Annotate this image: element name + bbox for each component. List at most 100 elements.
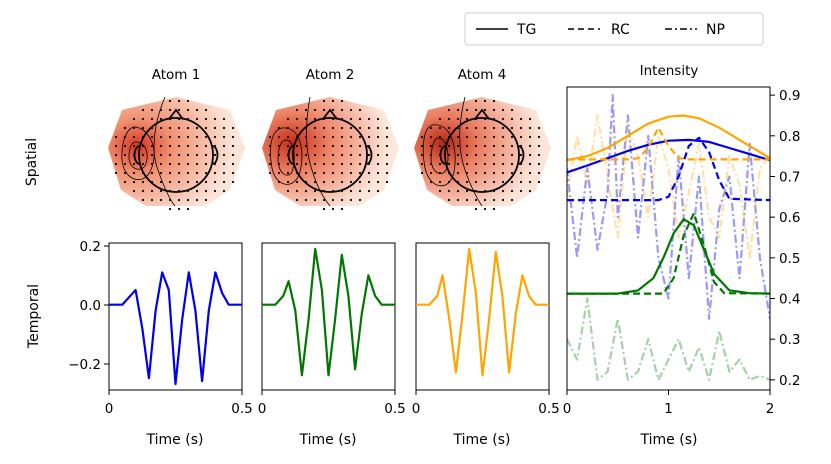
sensor-dot xyxy=(358,117,362,121)
sensor-dot xyxy=(204,126,208,130)
sensor-dot xyxy=(456,198,460,202)
sensor-dot xyxy=(295,198,299,202)
nose-icon xyxy=(168,108,184,120)
sensor-dot xyxy=(295,126,299,130)
sensor-dot xyxy=(132,180,136,184)
y-tick-label: 0.8 xyxy=(779,129,800,145)
sensor-dot xyxy=(492,171,496,175)
sensor-dot xyxy=(519,135,523,139)
sensor-dot xyxy=(340,189,344,193)
sensor-dot xyxy=(114,135,118,139)
intensity-series-line xyxy=(567,138,770,174)
sensor-dot xyxy=(358,126,362,130)
sensor-dot xyxy=(358,153,362,157)
sensor-dot xyxy=(123,144,127,148)
sensor-dot xyxy=(186,126,190,130)
sensor-dot xyxy=(204,144,208,148)
sensor-dot xyxy=(519,162,523,166)
sensor-dot xyxy=(177,171,181,175)
sensor-dot xyxy=(447,135,451,139)
sensor-dot xyxy=(322,108,326,112)
sensor-dot xyxy=(474,207,478,211)
sensor-dot xyxy=(331,144,335,148)
sensor-dot xyxy=(204,117,208,121)
x-axis-label: Time (s) xyxy=(453,432,511,448)
sensor-dot xyxy=(510,198,514,202)
sensor-dot xyxy=(177,126,181,130)
sensor-dot xyxy=(501,126,505,130)
intensity-series-line xyxy=(567,297,770,381)
sensor-dot xyxy=(168,117,172,121)
legend-label-np: NP xyxy=(706,22,725,38)
sensor-dot xyxy=(367,180,371,184)
sensor-dot xyxy=(123,162,127,166)
sensor-dot xyxy=(465,108,469,112)
sensor-dot xyxy=(537,144,541,148)
sensor-dot xyxy=(501,144,505,148)
sensor-dot xyxy=(204,198,208,202)
sensor-dot xyxy=(456,135,460,139)
head-outline xyxy=(292,117,368,193)
sensor-dot xyxy=(141,117,145,121)
topomap-field xyxy=(262,97,399,206)
sensor-dot xyxy=(474,180,478,184)
sensor-dot xyxy=(313,135,317,139)
sensor-dots xyxy=(420,99,541,211)
sensor-dot xyxy=(465,198,469,202)
sensor-dot xyxy=(528,153,532,157)
sensor-dot xyxy=(519,180,523,184)
sensor-dot xyxy=(186,207,190,211)
sensor-dot xyxy=(376,126,380,130)
intensity-series-line xyxy=(567,114,770,259)
sensor-dot xyxy=(465,171,469,175)
sensor-dot xyxy=(340,171,344,175)
sensor-dot xyxy=(186,189,190,193)
sensor-dot xyxy=(492,135,496,139)
sensor-dot xyxy=(123,153,127,157)
sensor-dot xyxy=(141,198,145,202)
sensor-dot xyxy=(331,207,335,211)
sensor-dot xyxy=(195,171,199,175)
sensor-dot xyxy=(159,198,163,202)
sensor-dot xyxy=(510,135,514,139)
sensor-dot xyxy=(123,135,127,139)
topomap-contour xyxy=(430,137,449,174)
sensor-dot xyxy=(340,135,344,139)
sensor-dot xyxy=(322,135,326,139)
sensor-dot xyxy=(304,189,308,193)
sensor-dot xyxy=(204,153,208,157)
sensor-dot xyxy=(295,171,299,175)
sensor-dot xyxy=(501,117,505,121)
sensor-dot xyxy=(528,144,532,148)
sensor-dot xyxy=(358,180,362,184)
sensor-dot xyxy=(322,198,326,202)
sensor-dot xyxy=(483,108,487,112)
sensor-dot xyxy=(367,117,371,121)
sensor-dot xyxy=(340,162,344,166)
axes-frame xyxy=(261,242,396,391)
sensor-dot xyxy=(447,117,451,121)
sensor-dot xyxy=(501,198,505,202)
sensor-dot xyxy=(510,162,514,166)
temporal-panel-atom-2: 0 0.5 Time (s) xyxy=(258,242,406,448)
sensor-dot xyxy=(168,162,172,166)
sensor-dot xyxy=(510,189,514,193)
intensity-panel: Intensity 0.2 0.3 0.4 0.5 0.6 0.7 0.8 0.9 0 1 2… xyxy=(563,63,801,448)
sensor-dot xyxy=(204,135,208,139)
sensor-dot xyxy=(304,198,308,202)
sensor-dot xyxy=(385,153,389,157)
sensor-dot xyxy=(474,171,478,175)
sensor-dot xyxy=(277,126,281,130)
sensor-dot xyxy=(429,144,433,148)
sensor-dot xyxy=(204,180,208,184)
x-tick-label: 0.5 xyxy=(384,401,405,417)
sensor-dot xyxy=(331,189,335,193)
sensor-dot xyxy=(159,171,163,175)
x-axis-label: Time (s) xyxy=(299,432,357,448)
sensor-dot xyxy=(510,144,514,148)
sensor-dot xyxy=(349,180,353,184)
sensor-dot xyxy=(177,144,181,148)
sensor-dot xyxy=(150,135,154,139)
sensor-dot xyxy=(204,108,208,112)
